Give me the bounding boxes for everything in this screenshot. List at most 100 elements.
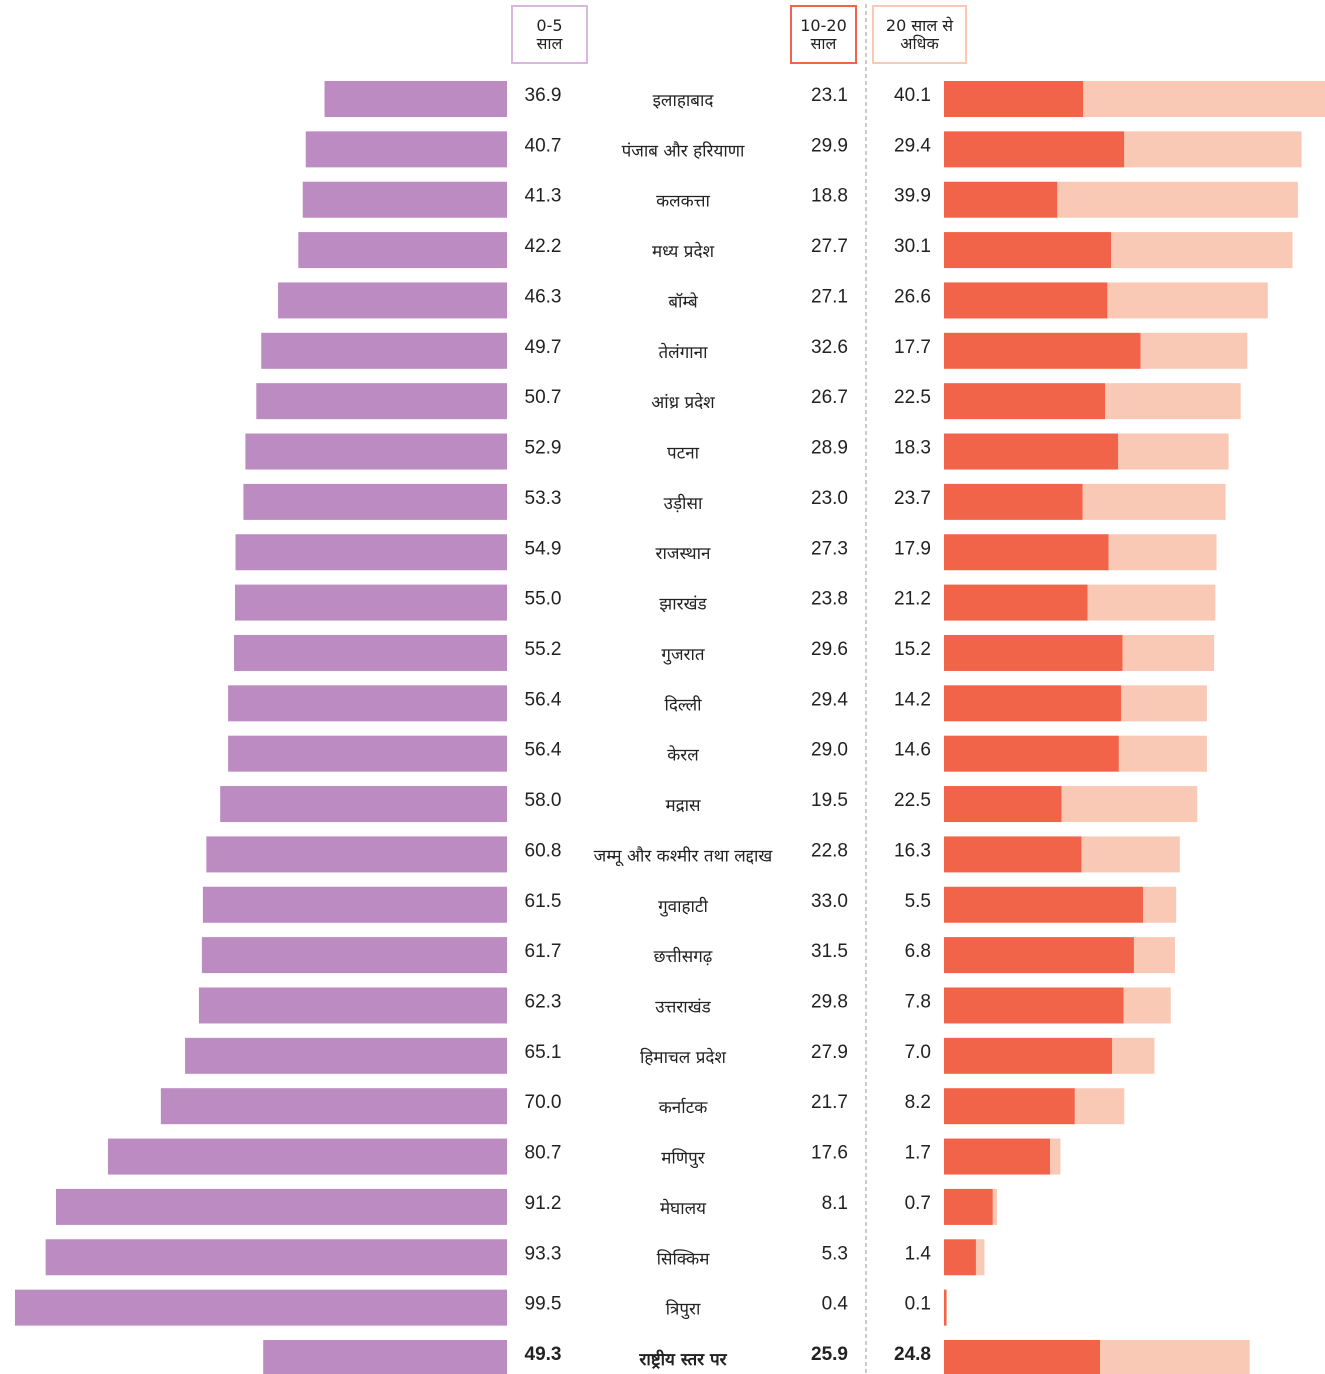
bar xyxy=(160,1088,507,1125)
value-label: 70.0 xyxy=(525,1092,562,1113)
value-label: 23.0 xyxy=(811,488,848,509)
bar xyxy=(975,1239,985,1276)
value-label: 21.7 xyxy=(811,1092,848,1113)
bar xyxy=(944,584,1088,621)
value-label: 33.0 xyxy=(811,891,848,912)
category-label: मणिपुर xyxy=(661,1148,706,1169)
bar xyxy=(234,634,507,671)
bar xyxy=(256,383,507,420)
bar xyxy=(201,937,507,974)
bar xyxy=(944,534,1109,571)
bar xyxy=(1100,1340,1250,1374)
bar xyxy=(185,1037,507,1074)
value-label: 56.4 xyxy=(525,740,562,761)
value-label: 22.5 xyxy=(894,387,931,408)
value-label: 27.9 xyxy=(811,1042,848,1063)
value-label: 22.8 xyxy=(811,840,848,861)
value-label: 7.8 xyxy=(905,991,931,1012)
value-label: 41.3 xyxy=(525,186,562,207)
legend-0: 0-5 साल xyxy=(511,5,588,64)
value-label: 25.9 xyxy=(811,1344,848,1365)
category-label: आंध्र प्रदेश xyxy=(651,392,715,413)
bar xyxy=(944,81,1084,117)
bar xyxy=(56,1188,508,1225)
value-label: 54.9 xyxy=(525,538,562,559)
category-label: छत्तीसगढ़ xyxy=(654,946,713,967)
value-label: 61.7 xyxy=(525,941,562,962)
bar xyxy=(944,786,1062,823)
bar xyxy=(944,1037,1113,1074)
bar xyxy=(944,735,1119,772)
bar xyxy=(198,987,507,1024)
category-label: इलाहाबाद xyxy=(653,91,715,111)
bar xyxy=(944,1340,1101,1374)
bar xyxy=(107,1138,507,1175)
value-label: 5.5 xyxy=(905,891,931,912)
category-label: कलकत्ता xyxy=(656,192,710,212)
bar xyxy=(45,1239,507,1276)
bar xyxy=(944,131,1125,168)
bar xyxy=(1087,584,1216,621)
category-label: गुवाहाटी xyxy=(658,896,708,917)
legend-label: 0-5 साल xyxy=(536,15,563,53)
bar xyxy=(228,735,508,772)
category-label: गुजरात xyxy=(661,645,705,665)
bar xyxy=(944,836,1082,873)
bar xyxy=(298,232,507,269)
bar xyxy=(944,433,1119,470)
value-label: 42.2 xyxy=(525,236,562,257)
category-label: जम्मू और कश्मीर तथा लद्दाख xyxy=(594,845,774,866)
bar xyxy=(944,886,1143,923)
bar xyxy=(324,81,507,117)
value-label: 39.9 xyxy=(894,186,931,207)
bar xyxy=(944,1289,947,1326)
value-label: 62.3 xyxy=(525,991,562,1012)
value-label: 29.9 xyxy=(811,135,848,156)
value-label: 22.5 xyxy=(894,790,931,811)
bar xyxy=(992,1188,998,1225)
category-label: सिक्किम xyxy=(657,1248,711,1269)
value-label: 26.6 xyxy=(894,286,931,307)
value-label: 19.5 xyxy=(811,790,848,811)
value-label: 29.6 xyxy=(811,639,848,660)
value-label: 23.1 xyxy=(811,85,848,106)
value-label: 65.1 xyxy=(525,1042,562,1063)
bar xyxy=(944,181,1058,218)
value-label: 17.7 xyxy=(894,337,931,358)
category-label: मद्रास xyxy=(665,796,701,816)
value-label: 23.8 xyxy=(811,589,848,610)
bar xyxy=(14,1289,507,1326)
value-label: 93.3 xyxy=(525,1243,562,1264)
bar xyxy=(1118,735,1207,772)
value-label: 36.9 xyxy=(525,85,562,106)
value-label: 0.7 xyxy=(905,1193,931,1214)
value-label: 0.4 xyxy=(822,1294,849,1315)
value-label: 0.1 xyxy=(905,1294,931,1315)
bar xyxy=(944,634,1123,671)
category-label: झारखंड xyxy=(659,595,707,615)
value-label: 17.9 xyxy=(894,538,931,559)
bar xyxy=(235,584,507,621)
bar xyxy=(944,1138,1051,1175)
category-label: राष्ट्रीय स्तर पर xyxy=(638,1349,727,1370)
category-label: दिल्ली xyxy=(664,694,702,715)
bar xyxy=(1112,1037,1155,1074)
bar xyxy=(944,332,1141,369)
value-label: 8.1 xyxy=(822,1193,848,1214)
category-label: उत्तराखंड xyxy=(655,997,711,1017)
value-label: 26.7 xyxy=(811,387,848,408)
value-label: 24.8 xyxy=(894,1344,931,1365)
value-label: 40.7 xyxy=(525,135,562,156)
legend-label: 10-20 साल xyxy=(800,15,847,53)
bar xyxy=(1050,1138,1061,1175)
bar xyxy=(1083,81,1325,117)
value-label: 99.5 xyxy=(525,1294,562,1315)
value-label: 15.2 xyxy=(894,639,931,660)
value-label: 7.0 xyxy=(905,1042,931,1063)
bar xyxy=(944,937,1134,974)
bar xyxy=(944,987,1124,1024)
value-label: 31.5 xyxy=(811,941,848,962)
bar xyxy=(1122,634,1215,671)
bar xyxy=(206,836,507,873)
